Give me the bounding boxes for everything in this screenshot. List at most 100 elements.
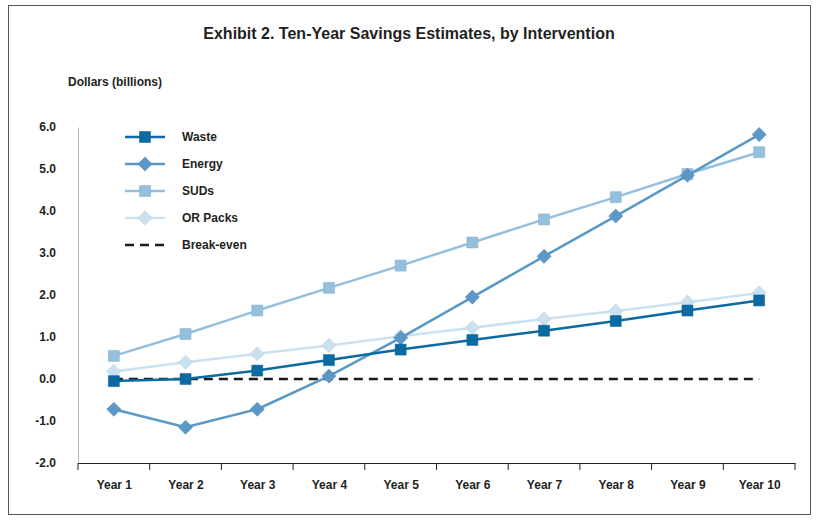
y-tick-label: 3.0 (39, 246, 56, 260)
x-divider (579, 463, 580, 470)
y-tick-label: -1.0 (35, 414, 56, 428)
point-marker (322, 338, 336, 352)
x-divider (795, 463, 796, 470)
x-tick: Year 5 (383, 463, 419, 492)
x-divider (78, 463, 79, 470)
point-marker (180, 374, 191, 385)
y-tick: 3.0 (39, 246, 78, 260)
x-divider (364, 463, 365, 470)
x-tick: Year 7 (527, 463, 563, 492)
x-divider (149, 463, 150, 470)
point-marker (250, 347, 264, 361)
y-tick-label: 0.0 (39, 372, 56, 386)
x-tick-label: Year 6 (455, 478, 491, 492)
point-marker (323, 355, 334, 366)
legend-marker (138, 157, 152, 171)
point-marker (682, 305, 693, 316)
x-tick: Year 2 (168, 463, 204, 492)
title: Exhibit 2. Ten-Year Savings Estimates, b… (203, 25, 614, 42)
point-marker (754, 147, 765, 158)
y-tick-label: 5.0 (39, 162, 56, 176)
y-axis-title: Dollars (billions) (68, 75, 162, 89)
series-line (114, 152, 759, 356)
legend-marker (140, 186, 151, 197)
point-marker (610, 316, 621, 327)
y-axis: -2.0 -1.0 0.0 1.0 2.0 3.0 4.0 5.0 6.0 (35, 120, 78, 470)
x-tick: Year 10 (739, 463, 781, 492)
y-tick: 6.0 (39, 120, 78, 134)
point-marker (108, 350, 119, 361)
legend-item: Energy (125, 157, 223, 171)
point-marker (322, 369, 336, 383)
y-tick: 4.0 (39, 204, 78, 218)
x-divider (723, 463, 724, 470)
series (107, 286, 766, 379)
legend-line (125, 244, 165, 247)
x-tick-label: Year 7 (527, 478, 563, 492)
series-line (114, 378, 759, 381)
y-tick: 5.0 (39, 162, 78, 176)
point-marker (539, 214, 550, 225)
y-tick-label: 2.0 (39, 288, 56, 302)
y-tick: -2.0 (35, 456, 78, 470)
x-tick-label: Year 4 (312, 478, 348, 492)
series (108, 147, 764, 362)
x-divider (508, 463, 509, 470)
point-marker (178, 420, 192, 434)
point-marker (252, 365, 263, 376)
x-tick: Year 3 (240, 463, 276, 492)
point-marker (178, 355, 192, 369)
y-tick-label: 6.0 (39, 120, 56, 134)
y-tick: 0.0 (39, 372, 78, 386)
x-tick: Year 6 (455, 463, 491, 492)
point-marker (180, 329, 191, 340)
x-divider (651, 463, 652, 470)
legend-item: Waste (125, 130, 217, 144)
x-axis: Year 1 Year 2 Year 3 Year 4 Year 5 Year 6 Year… (79, 463, 796, 492)
x-divider (293, 463, 294, 470)
y-tick: -1.0 (35, 414, 78, 428)
x-tick-label: Year 9 (670, 478, 706, 492)
x-tick-label: Year 2 (168, 478, 204, 492)
point-marker (752, 127, 766, 141)
point-marker (610, 192, 621, 203)
series (114, 379, 759, 380)
legend-label: Waste (182, 130, 217, 144)
legend-item: OR Packs (125, 211, 238, 225)
point-marker (108, 376, 119, 387)
point-marker (107, 402, 121, 416)
frame (9, 6, 811, 515)
series (108, 295, 764, 387)
x-tick: Year 1 (97, 463, 133, 492)
point-marker (250, 402, 264, 416)
x-tick-label: Year 1 (97, 478, 133, 492)
legend-label: Energy (182, 157, 223, 171)
y-tick: 2.0 (39, 288, 78, 302)
y-tick: 1.0 (39, 330, 78, 344)
point-marker (465, 290, 479, 304)
point-marker (754, 295, 765, 306)
plot-area (107, 127, 766, 434)
series-line (114, 135, 759, 428)
y-tick-label: 4.0 (39, 204, 56, 218)
y-axis-line (78, 128, 79, 464)
x-tick-label: Year 3 (240, 478, 276, 492)
x-tick: Year 4 (312, 463, 348, 492)
point-marker (680, 168, 694, 182)
legend: Waste Energy SUDs OR Packs Break-even (125, 130, 247, 252)
x-tick-label: Year 5 (383, 478, 419, 492)
point-marker (537, 312, 551, 326)
point-marker (467, 334, 478, 345)
point-marker (539, 325, 550, 336)
legend-label: SUDs (182, 184, 214, 198)
point-marker (609, 209, 623, 223)
point-marker (465, 321, 479, 335)
x-tick: Year 8 (599, 463, 635, 492)
x-divider (221, 463, 222, 470)
chart: Exhibit 2. Ten-Year Savings Estimates, b… (0, 0, 819, 525)
legend-label: Break-even (182, 238, 247, 252)
point-marker (252, 305, 263, 316)
legend-label: OR Packs (182, 211, 238, 225)
legend-item: Break-even (125, 238, 247, 252)
x-divider (436, 463, 437, 470)
